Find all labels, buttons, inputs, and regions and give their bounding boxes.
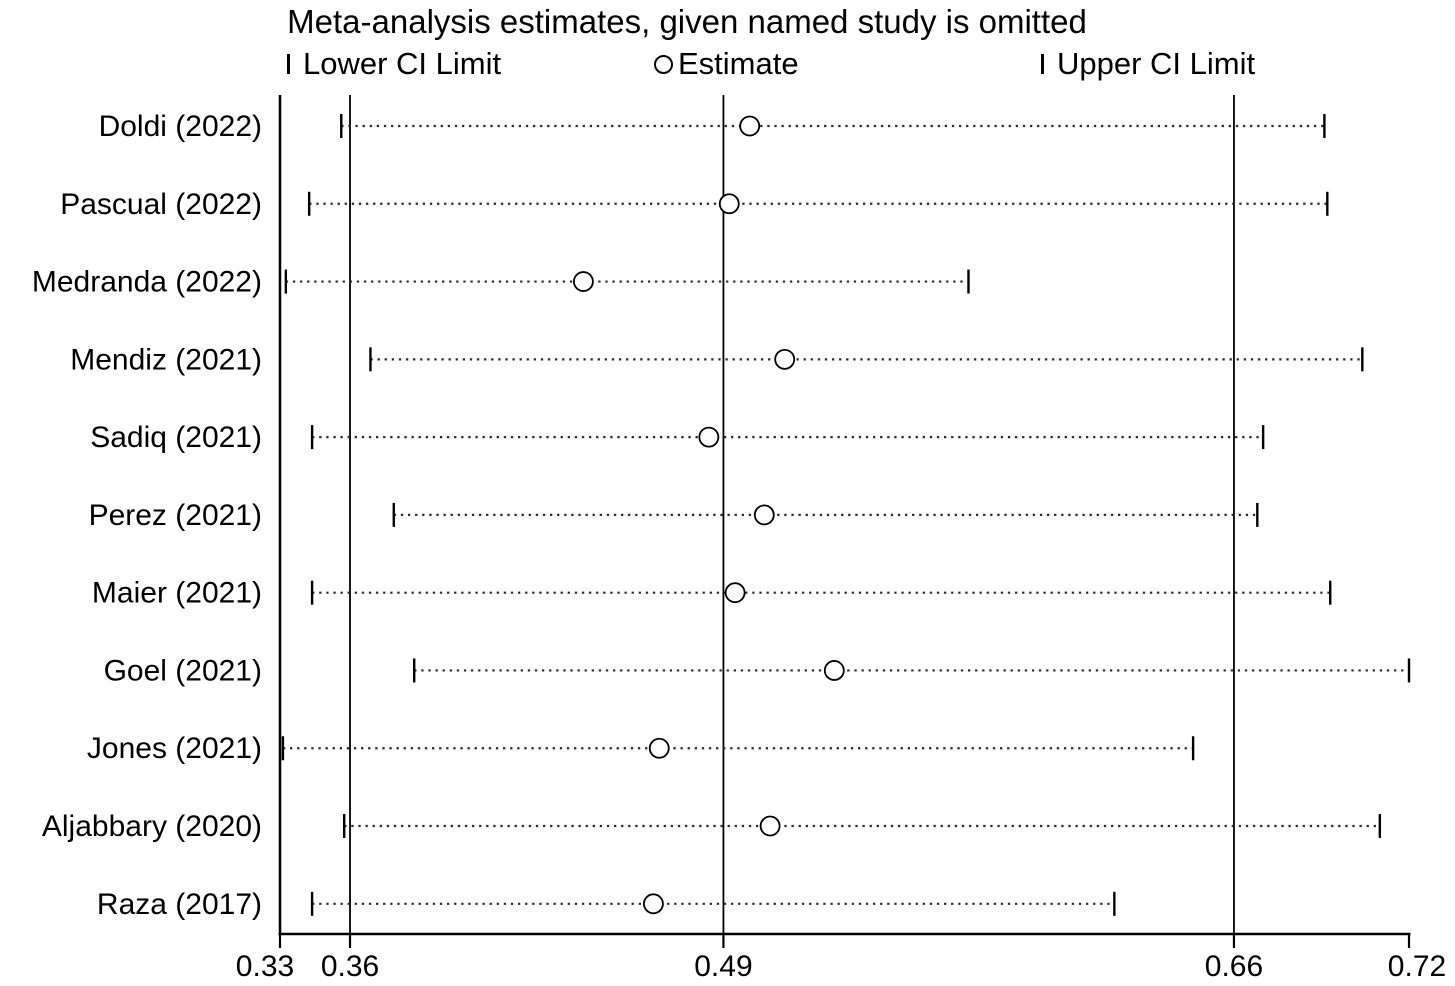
x-axis-tick-label: 0.36 (321, 950, 379, 983)
study-row: Medranda (2022) (32, 266, 970, 299)
study-label: Pascual (2022) (60, 188, 262, 221)
study-label: Aljabbary (2020) (42, 810, 262, 843)
study-label: Maier (2021) (92, 577, 262, 610)
estimate-marker (698, 426, 720, 448)
legend-lower-ci: Lower CI Limit (287, 46, 501, 82)
study-row: Raza (2017) (97, 888, 1116, 921)
study-label: Goel (2021) (104, 654, 262, 687)
estimate-marker (643, 893, 664, 915)
estimate-marker (739, 115, 761, 137)
ci-tick-icon (1041, 54, 1044, 74)
estimate-marker (774, 348, 796, 370)
study-row: Maier (2021) (92, 577, 1332, 610)
study-label: Doldi (2022) (99, 110, 262, 143)
study-label: Perez (2021) (89, 499, 262, 532)
study-row: Goel (2021) (104, 654, 1411, 687)
legend-upper-ci-label: Upper CI Limit (1057, 46, 1256, 81)
study-row: Mendiz (2021) (70, 343, 1364, 376)
study-label: Sadiq (2021) (90, 421, 262, 454)
estimate-circle-icon (654, 54, 673, 74)
estimate-marker (759, 815, 781, 837)
study-row: Doldi (2022) (99, 110, 1326, 143)
estimate-marker (823, 660, 845, 681)
study-row: Pascual (2022) (60, 188, 1329, 221)
legend-estimate: Estimate (654, 46, 799, 82)
study-label: Jones (2021) (87, 732, 262, 765)
x-axis-tick-label: 0.33 (236, 950, 294, 983)
estimate-marker (724, 582, 746, 604)
study-label: Medranda (2022) (32, 266, 262, 299)
estimate-marker (573, 271, 594, 292)
x-axis-tick-label: 0.49 (694, 950, 752, 983)
x-axis-tick-label: 0.72 (1388, 950, 1446, 983)
study-row: Jones (2021) (87, 732, 1195, 765)
estimate-marker (753, 504, 775, 526)
study-label: Raza (2017) (97, 888, 262, 921)
study-row: Aljabbary (2020) (42, 810, 1382, 843)
x-axis-tick-label: 0.66 (1205, 950, 1263, 983)
estimate-marker (648, 737, 670, 759)
study-row: Perez (2021) (89, 499, 1259, 532)
estimate-marker (718, 193, 740, 215)
legend-estimate-label: Estimate (678, 46, 799, 81)
legend-upper-ci: Upper CI Limit (1041, 46, 1255, 82)
study-label: Mendiz (2021) (70, 343, 262, 376)
ci-tick-icon (287, 54, 290, 74)
legend-lower-ci-label: Lower CI Limit (303, 46, 502, 81)
study-row: Sadiq (2021) (90, 421, 1265, 454)
chart-title: Meta-analysis estimates, given named stu… (287, 3, 1087, 40)
